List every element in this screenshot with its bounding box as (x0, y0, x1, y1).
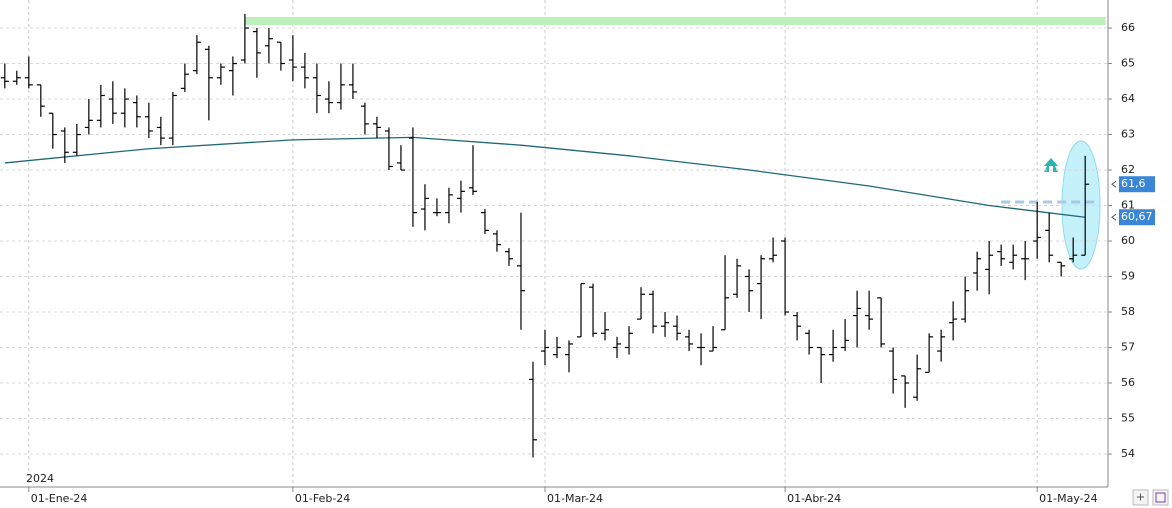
save-icon (1155, 492, 1166, 503)
x-tick-label: 01-Abr-24 (787, 492, 841, 505)
x-tick-label: 01-May-24 (1039, 492, 1097, 505)
y-tick-label: 61 (1121, 199, 1135, 212)
zoom-icon (1137, 493, 1144, 501)
y-tick-label: 55 (1121, 411, 1135, 424)
up-arrow-head (1044, 158, 1058, 166)
moving-average (4, 136, 1086, 218)
price-pointer (1111, 180, 1117, 188)
y-tick-label: 59 (1121, 270, 1135, 283)
x-tick-label: 01-Mar-24 (547, 492, 603, 505)
y-tick-label: 56 (1121, 376, 1135, 389)
y-tick-label: 63 (1121, 128, 1135, 141)
highlight-ellipse (1061, 140, 1101, 270)
year-label: 2024 (26, 472, 54, 485)
y-tick-label: 65 (1121, 57, 1135, 70)
price-marker-label: 60,67 (1121, 210, 1153, 223)
price-marker (1119, 209, 1155, 226)
save-button[interactable] (1152, 489, 1169, 506)
toolbar (1132, 489, 1169, 506)
x-tick-label: 01-Ene-24 (31, 492, 88, 505)
x-tick-label: 01-Feb-24 (295, 492, 350, 505)
price-pointer (1111, 213, 1117, 221)
y-tick-label: 62 (1121, 163, 1135, 176)
y-tick-label: 66 (1121, 21, 1135, 34)
y-tick-label: 64 (1121, 92, 1135, 105)
y-tick-label: 58 (1121, 305, 1135, 318)
plot (0, 0, 1108, 487)
price-marker-label: 61,6 (1121, 177, 1146, 190)
y-tick-label: 54 (1121, 447, 1135, 460)
price-marker (1119, 176, 1155, 193)
y-tick-label: 57 (1121, 341, 1135, 354)
axes: 54 55 56 57 58 59 60 61 62 63 64 65 66 01-Ene-24 01-Fe… (28, 21, 1155, 505)
y-tick-label: 60 (1121, 234, 1135, 247)
